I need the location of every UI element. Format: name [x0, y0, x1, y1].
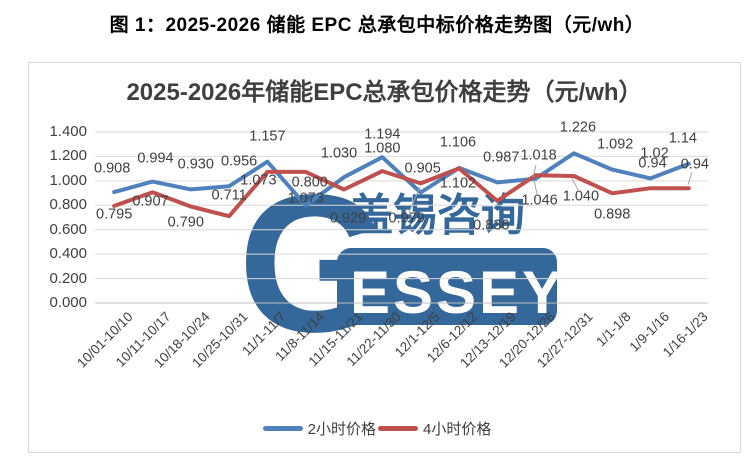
- watermark-g-letter: G: [238, 154, 390, 373]
- data-label-4h-12: 1.040: [562, 188, 600, 205]
- data-label-4h-6: 0.929: [329, 210, 367, 227]
- data-label-4h-4: 1.073: [240, 172, 277, 189]
- data-label-4h-15: 0.94: [680, 156, 709, 173]
- legend: 2小时价格 4小时价格: [0, 418, 754, 439]
- y-tick-label: 0.200: [49, 269, 87, 287]
- gridlines: [95, 131, 708, 304]
- chart-title: 2025-2026年储能EPC总承包价格走势（元/wh）: [126, 79, 643, 106]
- data-label-2h-2: 0.930: [177, 156, 214, 173]
- legend-swatch: [378, 426, 418, 431]
- y-tick-label: 1.400: [49, 123, 87, 140]
- y-tick-label: 0.400: [49, 245, 87, 263]
- page-title: 图 1：2025-2026 储能 EPC 总承包中标价格走势图（元/wh）: [109, 15, 645, 36]
- y-tick-label: 0.800: [49, 196, 87, 214]
- legend-swatch: [262, 426, 303, 431]
- data-label-2h-3: 0.956: [220, 153, 258, 170]
- series-line-2h: [112, 151, 691, 208]
- legend-item-2h: 2小时价格: [262, 418, 376, 439]
- data-label-4h-3: 0.711: [211, 187, 247, 204]
- leader-line: [533, 179, 538, 195]
- leader-line: [408, 186, 421, 213]
- data-label-4h-9: 1.102: [439, 175, 477, 192]
- data-label-2h-1: 0.994: [137, 150, 174, 167]
- y-tick-label: 0.000: [49, 294, 87, 311]
- data-label-2h-0: 0.908: [94, 160, 131, 177]
- data-label-4h-5: 1.073: [287, 190, 324, 207]
- leader-line: [571, 177, 579, 191]
- data-label-4h-2: 0.790: [167, 214, 204, 230]
- y-tick-label: 0.600: [49, 220, 87, 238]
- data-label-4h-7: 1.080: [364, 140, 401, 157]
- watermark-essey-text: ESSEY: [350, 259, 565, 326]
- leader-line: [687, 171, 693, 186]
- data-label-2h-11: 1.018: [520, 147, 557, 164]
- y-tick-label: 1.200: [49, 147, 87, 165]
- data-label-4h-14: 0.94: [638, 155, 667, 172]
- series-line-4h: [112, 166, 691, 219]
- data-label-2h-12: 1.226: [559, 119, 597, 136]
- data-label-4h-11: 1.046: [521, 192, 558, 209]
- leader-line: [532, 164, 537, 178]
- data-label-4h-13: 0.898: [594, 206, 631, 223]
- watermark: G 盖锡咨询 ESSEY: [238, 154, 565, 373]
- series-lines: [112, 151, 691, 219]
- data-label-2h-8: 0.905: [404, 160, 441, 177]
- data-label-4h-0: 0.795: [96, 206, 133, 223]
- watermark-box: [337, 248, 557, 325]
- y-tick-label: 1.000: [49, 171, 87, 189]
- label-leader-lines: [408, 164, 693, 213]
- data-label-2h-9: 1.106: [439, 134, 477, 151]
- data-label-2h-10: 0.987: [483, 149, 520, 166]
- data-label-4h-8: 0.979: [388, 210, 425, 227]
- data-label-2h-15: 1.14: [668, 130, 697, 147]
- data-label-2h-5: 0.800: [291, 174, 328, 191]
- data-label-4h-1: 0.907: [132, 193, 169, 210]
- legend-label: 4小时价格: [423, 421, 492, 438]
- data-label-4h-10: 0.836: [473, 217, 510, 234]
- data-label-2h-7: 1.194: [364, 126, 401, 143]
- data-label-2h-13: 1.092: [597, 136, 634, 153]
- data-label-2h-14: 1.02: [640, 145, 669, 162]
- data-label-2h-4: 1.157: [249, 128, 286, 145]
- legend-item-4h: 4小时价格: [378, 418, 491, 439]
- data-label-2h-6: 1.030: [320, 145, 358, 162]
- legend-label: 2小时价格: [307, 421, 376, 438]
